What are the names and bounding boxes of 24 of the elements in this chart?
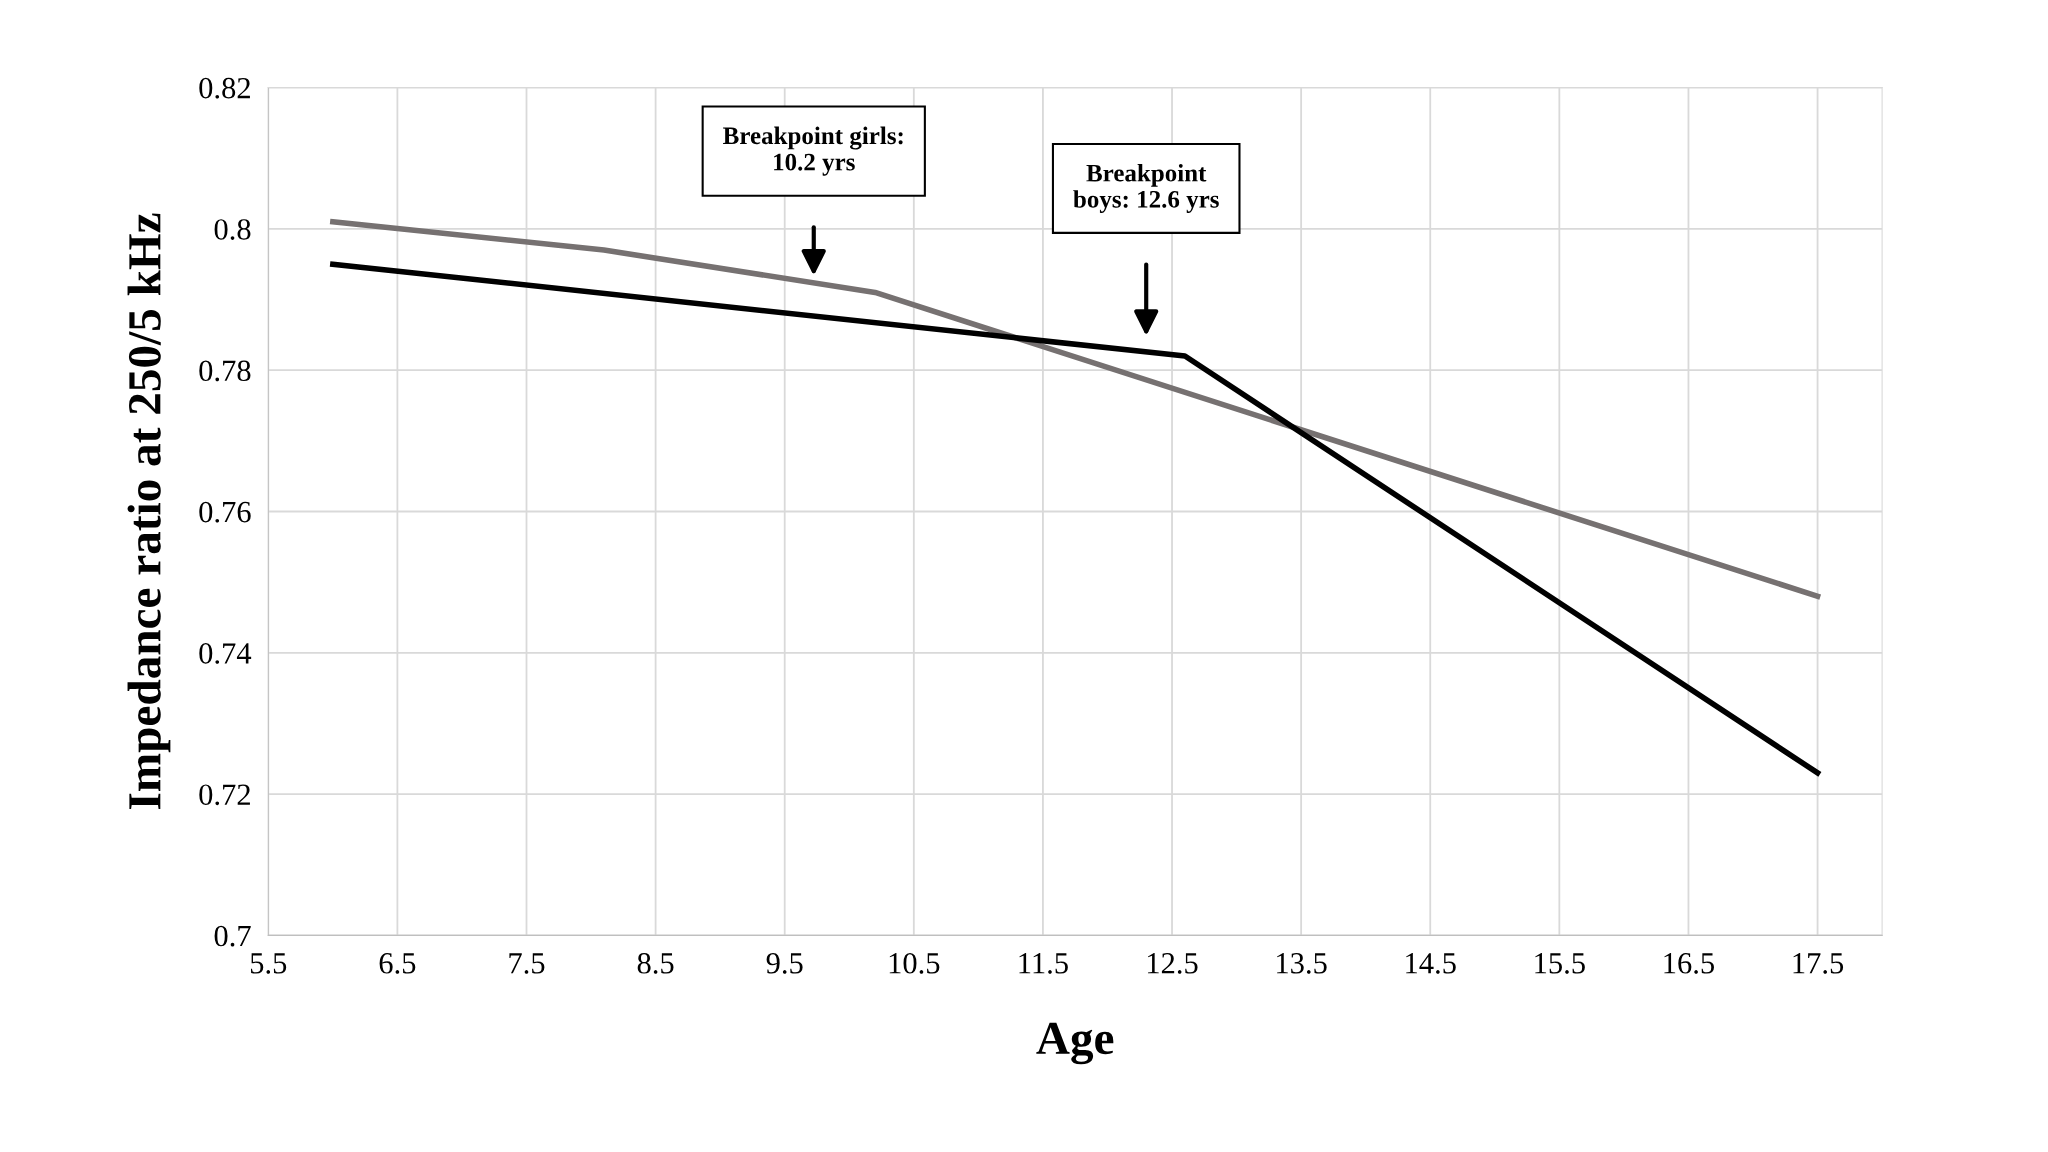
x-tick-label: 9.5 [766,953,803,974]
x-tick-label: 10.5 [889,952,940,974]
y-tick-label: 0.72 [199,784,250,806]
x-axis-title: Age [1036,1022,1114,1065]
x-tick-label: 15.5 [1535,953,1585,974]
y-tick-label: 0.74 [199,643,252,664]
x-tick-label: 12.5 [1147,953,1198,974]
x-tick-label: 11.5 [1019,953,1068,974]
x-tick-label: 13.5 [1277,953,1327,974]
y-tick-label: 0.78 [199,360,251,382]
x-tick-label: 5.5 [250,953,287,974]
y-tick-label: 0.76 [199,501,251,523]
x-tick-label: 14.5 [1406,953,1456,974]
x-tick-label: 6.5 [379,953,416,974]
y-tick-label: 0.7 [214,925,251,947]
annotation: Breakpoint boys: 12.6 yrs [1073,164,1219,213]
y-tick-label: 0.82 [199,77,250,99]
x-tick-label: 7.5 [509,953,545,974]
y-tick-label: 0.8 [214,219,251,240]
x-tick-label: 17.5 [1793,953,1844,974]
annotation: Breakpoint girls: 10.2 yrs [723,126,903,176]
x-tick-label: 16.5 [1664,953,1714,974]
x-tick-label: 8.5 [637,952,674,974]
y-axis-title: Impedance ratio at 250/5 kHz [127,213,171,809]
